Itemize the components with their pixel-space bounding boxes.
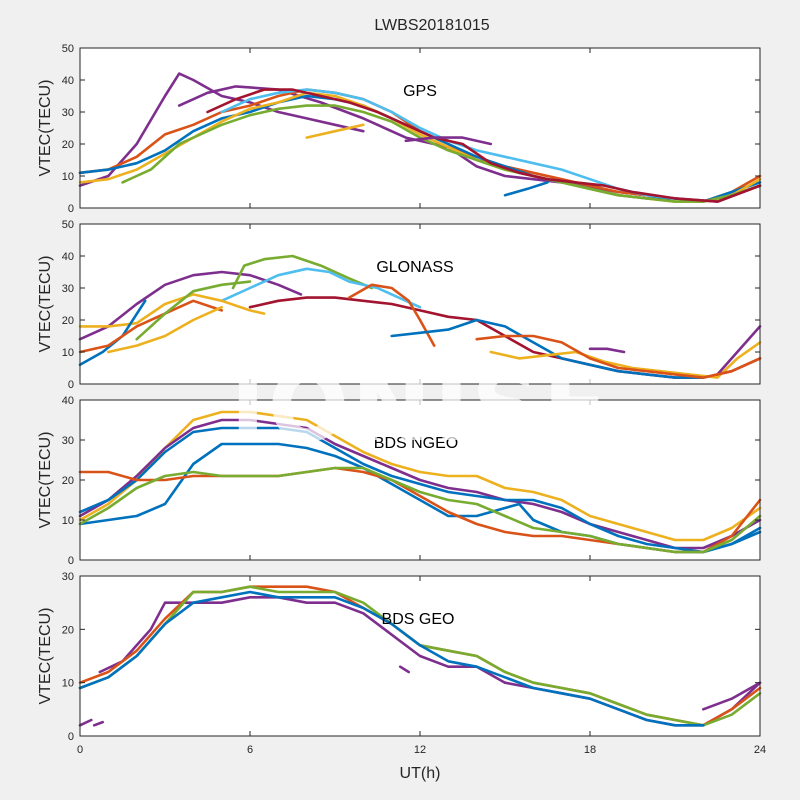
y-tick-label: 10 — [62, 515, 74, 527]
y-axis-label: VTEC(TECU) — [37, 256, 54, 353]
series-group — [78, 585, 762, 727]
y-tick-label: 0 — [68, 555, 74, 567]
panel-label: GLONASS — [376, 259, 453, 276]
y-tick-label: 10 — [62, 171, 74, 183]
panel-3: 0 10 20 30 0 6 12 18 24 VTEC(TECU) BDS GEO — [37, 571, 766, 756]
y-tick-label: 50 — [62, 43, 74, 55]
y-tick-label: 30 — [62, 107, 74, 119]
panel-label: BDS GEO — [382, 611, 455, 628]
panel-0: 0 10 20 30 40 50 VTEC(TECU) GPS — [37, 43, 762, 215]
panels: 0 10 20 30 40 50 VTEC(TECU) GPS 0 10 20 30 40 50 VTEC(… — [37, 43, 766, 756]
y-tick-label: 40 — [62, 395, 74, 407]
x-axis-label: UT(h) — [400, 765, 441, 782]
series-line-5 — [121, 104, 762, 203]
y-axis-label: VTEC(TECU) — [37, 432, 54, 529]
y-tick-label: 10 — [62, 347, 74, 359]
x-tick-label: 6 — [247, 744, 253, 756]
series-line-3 — [78, 293, 266, 328]
y-tick-label: 30 — [62, 283, 74, 295]
series-line-9 — [305, 123, 365, 139]
x-tick-label: 24 — [754, 744, 766, 756]
series-group — [78, 254, 762, 379]
y-axis-label: VTEC(TECU) — [37, 80, 54, 177]
series-line-13 — [475, 334, 762, 379]
x-tick-label: 18 — [584, 744, 596, 756]
series-line-0 — [78, 410, 762, 542]
series-line-6 — [398, 665, 411, 674]
series-line-7 — [701, 681, 762, 711]
series-group — [78, 72, 762, 203]
y-tick-label: 0 — [68, 731, 74, 743]
series-line-4 — [78, 718, 93, 727]
watermark-logo: IONISE — [230, 351, 610, 463]
series-line-5 — [92, 720, 104, 727]
y-tick-label: 0 — [68, 379, 74, 391]
y-tick-label: 20 — [62, 139, 74, 151]
series-line-5 — [347, 283, 436, 347]
y-tick-label: 50 — [62, 219, 74, 231]
figure-title: LWBS20181015 — [374, 17, 489, 34]
series-line-7 — [206, 88, 762, 203]
series-line-1 — [231, 254, 374, 290]
series-line-2 — [220, 267, 422, 309]
series-line-1 — [78, 418, 762, 550]
series-group — [78, 410, 762, 554]
series-line-0 — [78, 270, 303, 341]
panel-label: BDS NGEO — [374, 435, 458, 452]
series-line-8 — [78, 299, 223, 354]
series-line-11 — [489, 341, 762, 379]
y-tick-label: 20 — [62, 315, 74, 327]
y-tick-label: 30 — [62, 435, 74, 447]
panel-1: 0 10 20 30 40 50 VTEC(TECU) GLONASS — [37, 219, 762, 391]
series-line-5 — [78, 466, 762, 554]
series-line-0 — [78, 72, 365, 187]
series-line-8 — [503, 181, 549, 197]
series-line-10 — [135, 280, 252, 341]
y-tick-label: 40 — [62, 75, 74, 87]
y-tick-label: 20 — [62, 624, 74, 636]
series-line-9 — [107, 305, 223, 354]
x-tick-label: 0 — [77, 744, 83, 756]
series-line-12 — [716, 325, 762, 376]
y-tick-label: 30 — [62, 571, 74, 583]
plot-area — [80, 224, 760, 384]
y-tick-label: 40 — [62, 251, 74, 263]
series-line-6 — [390, 318, 705, 379]
panel-label: GPS — [403, 83, 437, 100]
series-line-3 — [78, 590, 705, 727]
y-axis-label: VTEC(TECU) — [37, 608, 54, 705]
panel-2: 0 10 20 30 40 VTEC(TECU) BDS NGEO — [37, 395, 762, 567]
y-tick-label: 10 — [62, 678, 74, 690]
y-tick-label: 20 — [62, 475, 74, 487]
series-line-2 — [78, 426, 762, 554]
x-tick-label: 12 — [414, 744, 426, 756]
series-line-10 — [404, 136, 493, 146]
y-tick-label: 0 — [68, 203, 74, 215]
series-line-14 — [588, 347, 626, 354]
